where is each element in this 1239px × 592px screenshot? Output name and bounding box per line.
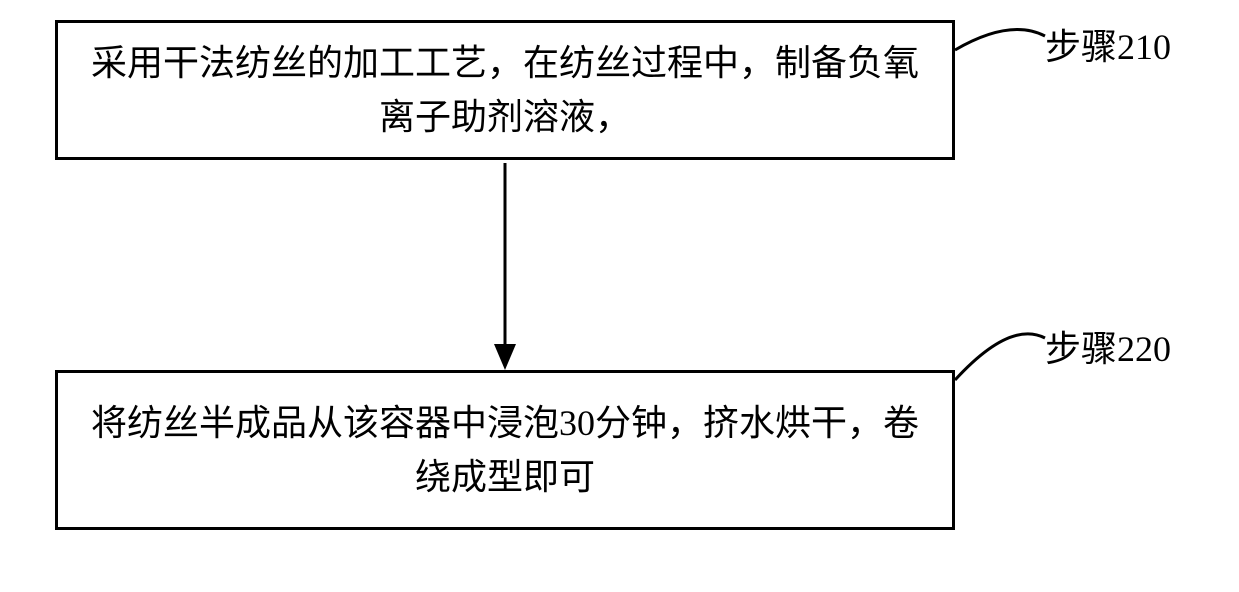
flowchart-canvas: 采用干法纺丝的加工工艺，在纺丝过程中，制备负氧离子助剂溶液， 将纺丝半成品从该容… xyxy=(0,0,1239,592)
callout-step-220 xyxy=(955,334,1045,380)
step-220-label: 步骤220 xyxy=(1045,320,1171,372)
step-210-text: 采用干法纺丝的加工工艺，在纺丝过程中，制备负氧离子助剂溶液， xyxy=(78,36,932,144)
callout-step-210 xyxy=(955,30,1045,50)
step-220-box: 将纺丝半成品从该容器中浸泡30分钟，挤水烘干，卷绕成型即可 xyxy=(55,370,955,530)
step-220-text: 将纺丝半成品从该容器中浸泡30分钟，挤水烘干，卷绕成型即可 xyxy=(78,396,932,504)
arrow-head-icon xyxy=(494,344,516,370)
step-210-label: 步骤210 xyxy=(1045,18,1171,70)
step-210-box: 采用干法纺丝的加工工艺，在纺丝过程中，制备负氧离子助剂溶液， xyxy=(55,20,955,160)
